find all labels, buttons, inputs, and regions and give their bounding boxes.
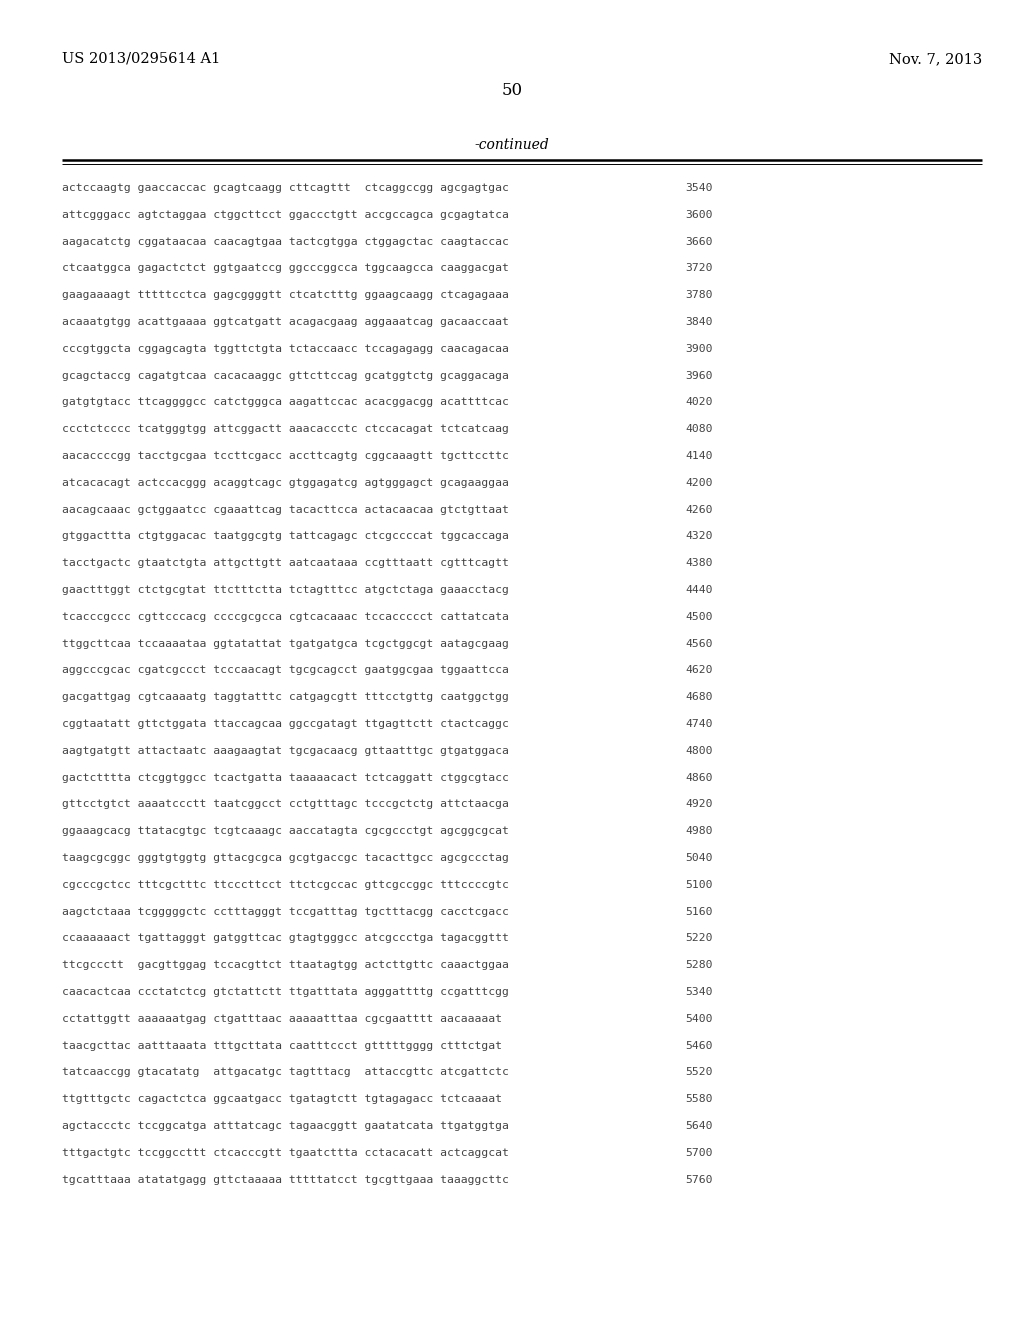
Text: aacaccccgg tacctgcgaa tccttcgacc accttcagtg cggcaaagtt tgcttccttc: aacaccccgg tacctgcgaa tccttcgacc accttca… — [62, 451, 509, 461]
Text: gatgtgtacc ttcaggggcc catctgggca aagattccac acacggacgg acattttcac: gatgtgtacc ttcaggggcc catctgggca aagattc… — [62, 397, 509, 408]
Text: Nov. 7, 2013: Nov. 7, 2013 — [889, 51, 982, 66]
Text: 5460: 5460 — [685, 1040, 713, 1051]
Text: cggtaatatt gttctggata ttaccagcaa ggccgatagt ttgagttctt ctactcaggc: cggtaatatt gttctggata ttaccagcaa ggccgat… — [62, 719, 509, 729]
Text: ttcgccctt  gacgttggag tccacgttct ttaatagtgg actcttgttc caaactggaa: ttcgccctt gacgttggag tccacgttct ttaatagt… — [62, 960, 509, 970]
Text: 3900: 3900 — [685, 343, 713, 354]
Text: aagctctaaa tcgggggctc cctttagggt tccgatttag tgctttacgg cacctcgacc: aagctctaaa tcgggggctc cctttagggt tccgatt… — [62, 907, 509, 916]
Text: aagacatctg cggataacaa caacagtgaa tactcgtgga ctggagctac caagtaccac: aagacatctg cggataacaa caacagtgaa tactcgt… — [62, 236, 509, 247]
Text: gcagctaccg cagatgtcaa cacacaaggc gttcttccag gcatggtctg gcaggacaga: gcagctaccg cagatgtcaa cacacaaggc gttcttc… — [62, 371, 509, 380]
Text: 4500: 4500 — [685, 611, 713, 622]
Text: 5040: 5040 — [685, 853, 713, 863]
Text: 3600: 3600 — [685, 210, 713, 220]
Text: attcgggacc agtctaggaa ctggcttcct ggaccctgtt accgccagca gcgagtatca: attcgggacc agtctaggaa ctggcttcct ggaccct… — [62, 210, 509, 220]
Text: 4020: 4020 — [685, 397, 713, 408]
Text: tgcatttaaa atatatgagg gttctaaaaa tttttatcct tgcgttgaaa taaaggcttc: tgcatttaaa atatatgagg gttctaaaaa tttttat… — [62, 1175, 509, 1184]
Text: 5580: 5580 — [685, 1094, 713, 1105]
Text: 3960: 3960 — [685, 371, 713, 380]
Text: 4980: 4980 — [685, 826, 713, 836]
Text: agctaccctc tccggcatga atttatcagc tagaacggtt gaatatcata ttgatggtga: agctaccctc tccggcatga atttatcagc tagaacg… — [62, 1121, 509, 1131]
Text: 4620: 4620 — [685, 665, 713, 676]
Text: tatcaaccgg gtacatatg  attgacatgc tagtttacg  attaccgttc atcgattctc: tatcaaccgg gtacatatg attgacatgc tagtttac… — [62, 1068, 509, 1077]
Text: 5640: 5640 — [685, 1121, 713, 1131]
Text: gacgattgag cgtcaaaatg taggtatttc catgagcgtt tttcctgttg caatggctgg: gacgattgag cgtcaaaatg taggtatttc catgagc… — [62, 692, 509, 702]
Text: 5160: 5160 — [685, 907, 713, 916]
Text: 5280: 5280 — [685, 960, 713, 970]
Text: 5220: 5220 — [685, 933, 713, 944]
Text: 5760: 5760 — [685, 1175, 713, 1184]
Text: ggaaagcacg ttatacgtgc tcgtcaaagc aaccatagta cgcgccctgt agcggcgcat: ggaaagcacg ttatacgtgc tcgtcaaagc aaccata… — [62, 826, 509, 836]
Text: 3840: 3840 — [685, 317, 713, 327]
Text: tttgactgtc tccggccttt ctcacccgtt tgaatcttta cctacacatt actcaggcat: tttgactgtc tccggccttt ctcacccgtt tgaatct… — [62, 1148, 509, 1158]
Text: gtggacttta ctgtggacac taatggcgtg tattcagagc ctcgccccat tggcaccaga: gtggacttta ctgtggacac taatggcgtg tattcag… — [62, 532, 509, 541]
Text: ccctctcccc tcatgggtgg attcggactt aaacaccctc ctccacagat tctcatcaag: ccctctcccc tcatgggtgg attcggactt aaacacc… — [62, 424, 509, 434]
Text: actccaagtg gaaccaccac gcagtcaagg cttcagttt  ctcaggccgg agcgagtgac: actccaagtg gaaccaccac gcagtcaagg cttcagt… — [62, 183, 509, 193]
Text: 5520: 5520 — [685, 1068, 713, 1077]
Text: 3780: 3780 — [685, 290, 713, 300]
Text: 3720: 3720 — [685, 264, 713, 273]
Text: caacactcaa ccctatctcg gtctattctt ttgatttata agggattttg ccgatttcgg: caacactcaa ccctatctcg gtctattctt ttgattt… — [62, 987, 509, 997]
Text: ttgtttgctc cagactctca ggcaatgacc tgatagtctt tgtagagacc tctcaaaat: ttgtttgctc cagactctca ggcaatgacc tgatagt… — [62, 1094, 502, 1105]
Text: 4800: 4800 — [685, 746, 713, 756]
Text: gttcctgtct aaaatccctt taatcggcct cctgtttagc tcccgctctg attctaacga: gttcctgtct aaaatccctt taatcggcct cctgttt… — [62, 800, 509, 809]
Text: 4740: 4740 — [685, 719, 713, 729]
Text: 4440: 4440 — [685, 585, 713, 595]
Text: cccgtggcta cggagcagta tggttctgta tctaccaacc tccagagagg caacagacaa: cccgtggcta cggagcagta tggttctgta tctacca… — [62, 343, 509, 354]
Text: 4680: 4680 — [685, 692, 713, 702]
Text: gactctttta ctcggtggcc tcactgatta taaaaacact tctcaggatt ctggcgtacc: gactctttta ctcggtggcc tcactgatta taaaaac… — [62, 772, 509, 783]
Text: cgcccgctcc tttcgctttc ttcccttcct ttctcgccac gttcgccggc tttccccgtc: cgcccgctcc tttcgctttc ttcccttcct ttctcgc… — [62, 880, 509, 890]
Text: tacctgactc gtaatctgta attgcttgtt aatcaataaa ccgtttaatt cgtttcagtt: tacctgactc gtaatctgta attgcttgtt aatcaat… — [62, 558, 509, 568]
Text: atcacacagt actccacggg acaggtcagc gtggagatcg agtgggagct gcagaaggaa: atcacacagt actccacggg acaggtcagc gtggaga… — [62, 478, 509, 488]
Text: 4920: 4920 — [685, 800, 713, 809]
Text: taagcgcggc gggtgtggtg gttacgcgca gcgtgaccgc tacacttgcc agcgccctag: taagcgcggc gggtgtggtg gttacgcgca gcgtgac… — [62, 853, 509, 863]
Text: cctattggtt aaaaaatgag ctgatttaac aaaaatttaa cgcgaatttt aacaaaaat: cctattggtt aaaaaatgag ctgatttaac aaaaatt… — [62, 1014, 502, 1024]
Text: aggcccgcac cgatcgccct tcccaacagt tgcgcagcct gaatggcgaa tggaattcca: aggcccgcac cgatcgccct tcccaacagt tgcgcag… — [62, 665, 509, 676]
Text: 5100: 5100 — [685, 880, 713, 890]
Text: 5340: 5340 — [685, 987, 713, 997]
Text: ccaaaaaact tgattagggt gatggttcac gtagtgggcc atcgccctga tagacggttt: ccaaaaaact tgattagggt gatggttcac gtagtgg… — [62, 933, 509, 944]
Text: 4080: 4080 — [685, 424, 713, 434]
Text: ttggcttcaa tccaaaataa ggtatattat tgatgatgca tcgctggcgt aatagcgaag: ttggcttcaa tccaaaataa ggtatattat tgatgat… — [62, 639, 509, 648]
Text: 3660: 3660 — [685, 236, 713, 247]
Text: 4380: 4380 — [685, 558, 713, 568]
Text: 4320: 4320 — [685, 532, 713, 541]
Text: gaagaaaagt tttttcctca gagcggggtt ctcatctttg ggaagcaagg ctcagagaaa: gaagaaaagt tttttcctca gagcggggtt ctcatct… — [62, 290, 509, 300]
Text: 5700: 5700 — [685, 1148, 713, 1158]
Text: 4560: 4560 — [685, 639, 713, 648]
Text: 4140: 4140 — [685, 451, 713, 461]
Text: 4200: 4200 — [685, 478, 713, 488]
Text: 3540: 3540 — [685, 183, 713, 193]
Text: ctcaatggca gagactctct ggtgaatccg ggcccggcca tggcaagcca caaggacgat: ctcaatggca gagactctct ggtgaatccg ggcccgg… — [62, 264, 509, 273]
Text: 4860: 4860 — [685, 772, 713, 783]
Text: aagtgatgtt attactaatc aaagaagtat tgcgacaacg gttaatttgc gtgatggaca: aagtgatgtt attactaatc aaagaagtat tgcgaca… — [62, 746, 509, 756]
Text: -continued: -continued — [475, 139, 549, 152]
Text: gaactttggt ctctgcgtat ttctttctta tctagtttcc atgctctaga gaaacctacg: gaactttggt ctctgcgtat ttctttctta tctagtt… — [62, 585, 509, 595]
Text: 4260: 4260 — [685, 504, 713, 515]
Text: aacagcaaac gctggaatcc cgaaattcag tacacttcca actacaacaa gtctgttaat: aacagcaaac gctggaatcc cgaaattcag tacactt… — [62, 504, 509, 515]
Text: tcacccgccc cgttcccacg ccccgcgcca cgtcacaaac tccaccccct cattatcata: tcacccgccc cgttcccacg ccccgcgcca cgtcaca… — [62, 611, 509, 622]
Text: US 2013/0295614 A1: US 2013/0295614 A1 — [62, 51, 220, 66]
Text: 5400: 5400 — [685, 1014, 713, 1024]
Text: acaaatgtgg acattgaaaa ggtcatgatt acagacgaag aggaaatcag gacaaccaat: acaaatgtgg acattgaaaa ggtcatgatt acagacg… — [62, 317, 509, 327]
Text: taacgcttac aatttaaata tttgcttata caatttccct gtttttgggg ctttctgat: taacgcttac aatttaaata tttgcttata caatttc… — [62, 1040, 502, 1051]
Text: 50: 50 — [502, 82, 522, 99]
